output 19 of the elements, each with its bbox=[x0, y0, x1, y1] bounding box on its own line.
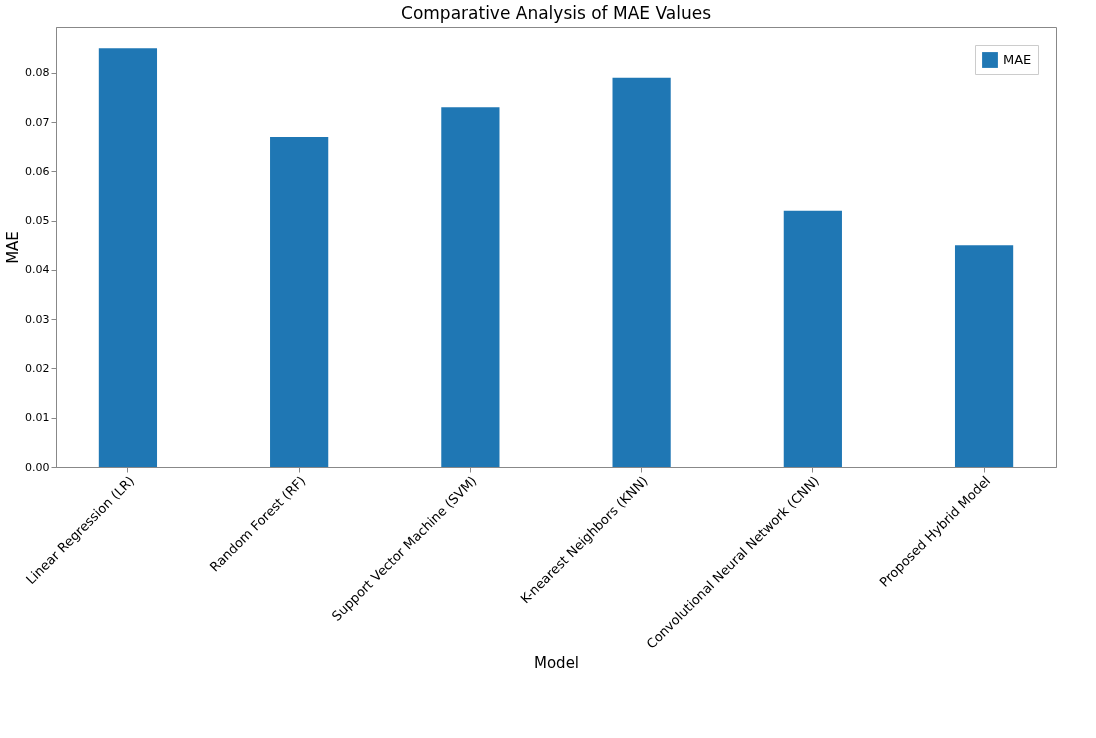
y-tick-label: 0.03 bbox=[25, 312, 50, 326]
y-axis-title: MAE bbox=[4, 231, 23, 264]
x-axis-title: Model bbox=[533, 653, 580, 672]
y-tick-label: 0.08 bbox=[25, 66, 50, 80]
y-tick-label: 0.04 bbox=[25, 263, 50, 277]
chart-title: Comparative Analysis of MAE Values bbox=[401, 3, 712, 23]
bar bbox=[270, 136, 329, 467]
y-tick-label: 0.06 bbox=[25, 164, 50, 178]
bar bbox=[612, 77, 671, 467]
bar bbox=[98, 48, 158, 467]
y-tick-label: 0.02 bbox=[25, 361, 50, 375]
bar bbox=[783, 210, 842, 467]
y-tick-label: 0.00 bbox=[25, 460, 50, 474]
bar bbox=[441, 107, 500, 467]
y-tick-label: 0.07 bbox=[25, 115, 50, 129]
y-tick-label: 0.05 bbox=[25, 214, 50, 228]
y-tick-label: 0.01 bbox=[25, 411, 50, 425]
legend-label: MAE bbox=[1003, 52, 1032, 67]
bar bbox=[954, 245, 1014, 467]
